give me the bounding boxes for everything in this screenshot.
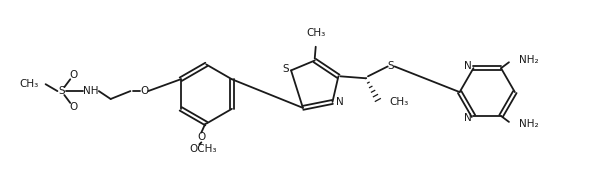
Text: O: O [69,70,78,80]
Text: NH₂: NH₂ [519,55,538,65]
Text: CH₃: CH₃ [306,28,326,38]
Text: N: N [464,61,471,71]
Text: S: S [387,62,394,72]
Text: NH: NH [83,86,99,96]
Text: O: O [140,86,149,96]
Text: O: O [69,102,78,112]
Text: CH₃: CH₃ [390,97,409,107]
Text: S: S [58,86,65,96]
Text: CH₃: CH₃ [20,79,38,89]
Text: N: N [464,113,471,123]
Text: NH₂: NH₂ [519,119,538,129]
Text: O: O [197,132,205,142]
Text: N: N [336,97,343,107]
Text: OCH₃: OCH₃ [189,144,217,154]
Text: S: S [283,64,289,74]
